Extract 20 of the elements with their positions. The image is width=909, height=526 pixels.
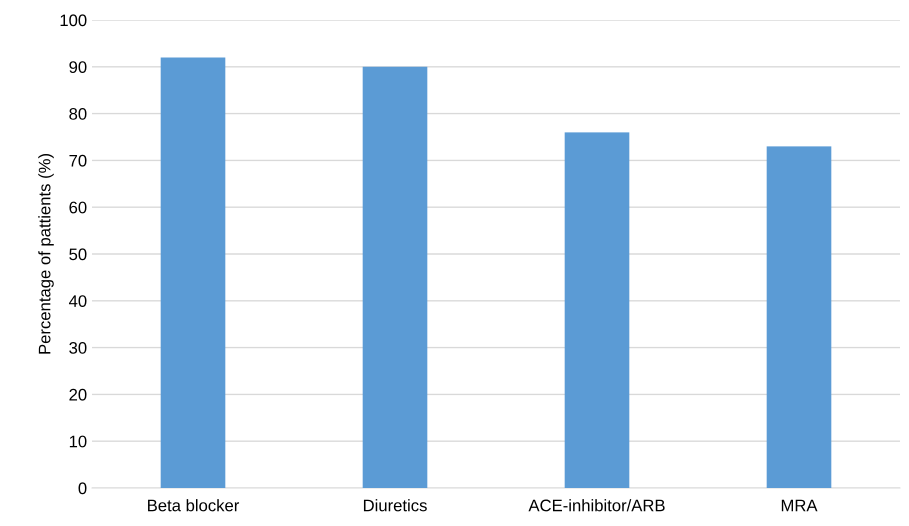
y-tick-label: 100: [60, 14, 86, 26]
x-tick-label: MRA: [782, 500, 818, 512]
y-tick-label: 30: [69, 342, 86, 354]
bar: [766, 146, 832, 488]
y-tick-label: 10: [70, 436, 86, 448]
y-tick-label: 0: [78, 482, 86, 494]
y-tick-label: 80: [69, 108, 86, 120]
y-axis-title: Percentage of pattients (%): [38, 154, 54, 354]
x-tick-label: Beta blocker: [148, 499, 240, 512]
y-tick-label: 40: [68, 295, 86, 308]
y-tick-label: 20: [69, 388, 86, 401]
bar: [362, 66, 428, 488]
y-tick-label: 70: [69, 154, 86, 167]
y-tick-label: 90: [69, 61, 86, 74]
bar: [160, 57, 226, 488]
bar: [564, 132, 630, 488]
y-tick-label: 60: [69, 202, 86, 214]
x-tick-label: Diuretics: [364, 499, 427, 512]
y-tick-label: 50: [69, 248, 86, 260]
x-tick-label: ACE-inhibitor/ARB: [528, 499, 665, 512]
